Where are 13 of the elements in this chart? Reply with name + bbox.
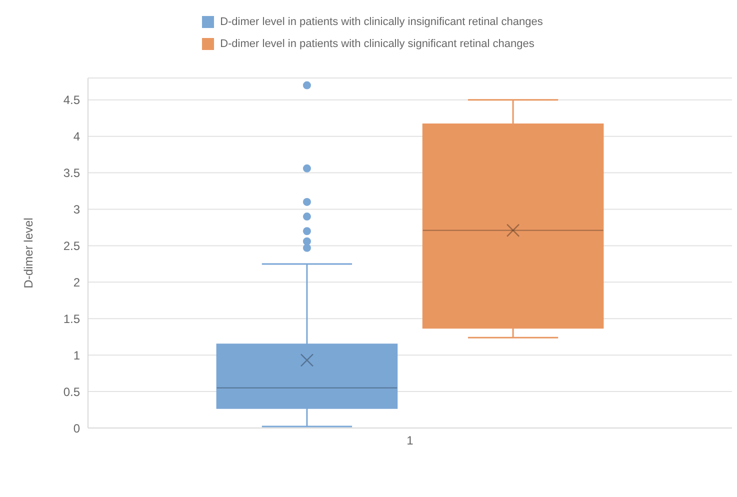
y-tick-label: 3 — [73, 202, 80, 217]
y-tick-label: 0 — [73, 421, 80, 436]
y-tick-label: 2 — [73, 275, 80, 290]
y-tick-label: 4.5 — [63, 93, 80, 108]
y-axis-title: D-dimer level — [21, 218, 36, 288]
legend-label: D-dimer level in patients with clinically significant retinal changes — [220, 38, 534, 50]
y-tick-label: 2.5 — [63, 238, 80, 253]
legend-label: D-dimer level in patients with clinically insignificant retinal changes — [220, 16, 543, 28]
y-tick-label: 4 — [73, 130, 80, 144]
y-tick-label: 0.5 — [63, 384, 80, 399]
y-tick-label: 1 — [73, 348, 80, 362]
y-tick-label: 1.5 — [63, 312, 80, 326]
y-tick-label: 3.5 — [63, 166, 80, 180]
